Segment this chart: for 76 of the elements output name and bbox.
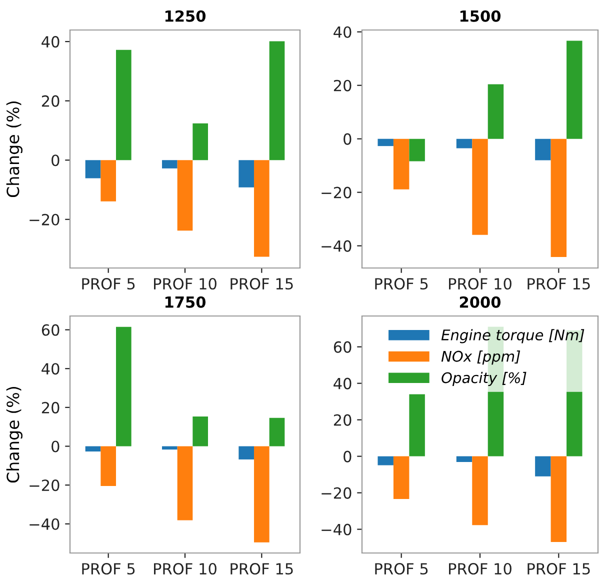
bar	[116, 50, 132, 160]
y-tick-label: 20	[42, 402, 60, 414]
x-tick-label: PROF 5	[82, 278, 135, 290]
bar	[85, 446, 101, 452]
legend-label: Engine torque [Nm]	[441, 329, 584, 344]
x-tick-label: PROF 15	[230, 562, 293, 575]
x-tick-label: PROF 10	[449, 278, 512, 290]
y-tick-label: 20	[42, 95, 60, 107]
x-tick-label: PROF 5	[375, 562, 428, 575]
bar	[192, 123, 208, 160]
bar	[566, 40, 582, 139]
chart-title: 1750	[165, 296, 206, 308]
y-tick-label: 40	[42, 363, 60, 375]
bar	[100, 160, 116, 202]
y-tick-label: −40	[30, 518, 60, 530]
bar	[456, 456, 472, 462]
legend-label: Opacity [%]	[442, 372, 526, 386]
chart-title: 1500	[460, 10, 501, 22]
bar	[116, 326, 132, 446]
bar	[488, 84, 504, 139]
y-tick-label: −20	[30, 214, 60, 226]
y-tick-label: 40	[334, 26, 352, 38]
bar	[254, 446, 270, 542]
x-tick-label: PROF 15	[528, 278, 590, 290]
y-tick-label: 40	[42, 36, 60, 48]
y-tick-label: 60	[42, 324, 60, 336]
y-axis-title: Change (%)	[6, 101, 22, 198]
bar	[100, 446, 116, 486]
bar	[177, 160, 193, 231]
x-tick-label: PROF 5	[375, 278, 428, 290]
y-tick-label: −20	[30, 480, 60, 492]
chart-title: 1250	[165, 10, 206, 22]
y-tick-label: 0	[344, 133, 352, 145]
bar	[550, 456, 567, 542]
bar	[192, 416, 208, 446]
y-tick-label: −20	[322, 186, 352, 198]
bar	[177, 446, 193, 520]
bar	[409, 138, 425, 162]
bar	[378, 456, 394, 466]
bar	[472, 138, 488, 235]
legend-label: NOx [ppm]	[441, 350, 520, 365]
y-axis-title: Change (%)	[6, 386, 22, 483]
bar	[85, 160, 101, 178]
bar	[550, 138, 567, 258]
x-tick-label: PROF 10	[154, 562, 216, 575]
x-tick-label: PROF 15	[528, 562, 590, 575]
y-tick-label: 60	[334, 341, 352, 353]
bar	[238, 446, 254, 460]
y-tick-label: 40	[334, 378, 352, 390]
x-tick-label: PROF 5	[82, 562, 135, 575]
bar	[472, 456, 488, 526]
bar	[378, 138, 394, 146]
chart-title: 2000	[460, 296, 501, 308]
bar	[393, 456, 410, 499]
bar	[269, 41, 285, 160]
y-tick-label: 0	[52, 154, 60, 166]
y-tick-label: −40	[322, 240, 352, 252]
y-tick-label: −20	[322, 487, 352, 499]
x-tick-label: PROF 10	[449, 562, 512, 575]
y-tick-label: −40	[322, 524, 352, 536]
x-tick-label: PROF 15	[230, 278, 293, 290]
y-tick-label: 20	[334, 80, 352, 92]
bar	[409, 394, 425, 456]
bar	[393, 138, 410, 190]
bar	[269, 418, 285, 446]
bar	[456, 138, 472, 148]
bar	[238, 160, 254, 188]
bar	[535, 456, 551, 476]
y-tick-label: 0	[344, 450, 352, 462]
bar	[254, 160, 270, 257]
y-tick-label: 0	[52, 440, 60, 452]
bar	[162, 446, 178, 450]
bar	[535, 138, 551, 160]
y-tick-label: 20	[334, 414, 352, 426]
bar	[162, 160, 178, 168]
x-tick-label: PROF 10	[154, 278, 216, 290]
